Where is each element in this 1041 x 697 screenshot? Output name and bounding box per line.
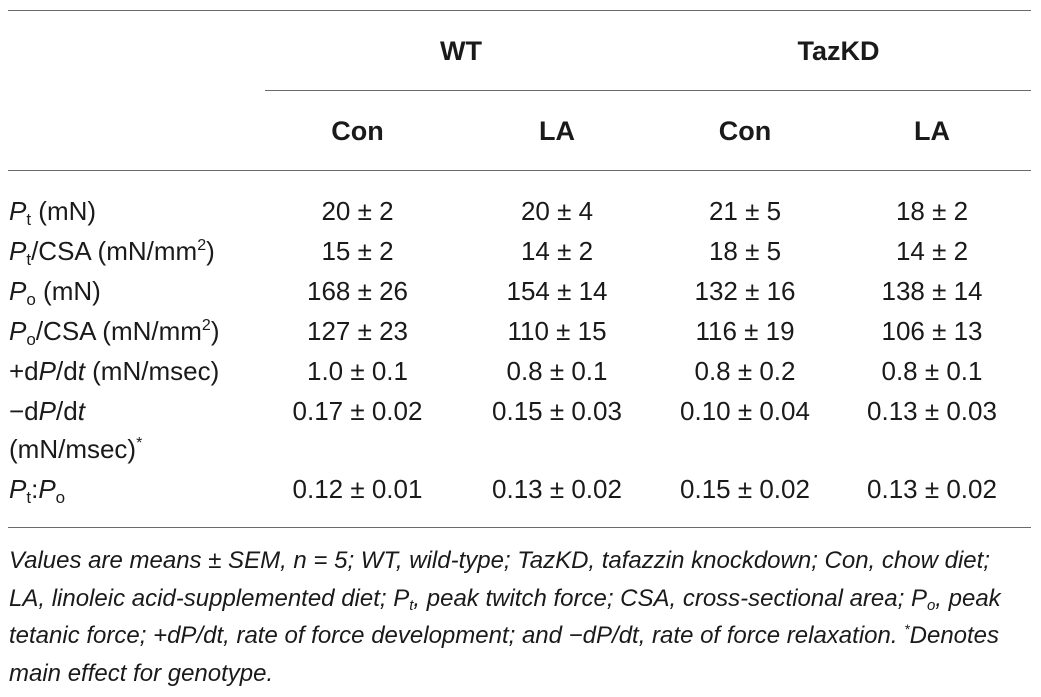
table-cell: 0.15 ± 0.02	[680, 474, 810, 504]
table-cell: 18 ± 5	[708, 236, 782, 266]
table-cell: 132 ± 16	[694, 276, 796, 306]
table-cell: 0.13 ± 0.02	[867, 474, 997, 504]
table-cell: 0.8 ± 0.1	[881, 356, 983, 386]
table-cell: 0.10 ± 0.04	[680, 396, 810, 426]
table-cell: 15 ± 2	[321, 236, 394, 266]
column-header-wt-con: Con	[331, 116, 384, 146]
row-label-minus-dpdt-units: (mN/msec)*	[9, 434, 143, 464]
table-cell: 0.15 ± 0.03	[492, 396, 622, 426]
table-cell: 20 ± 2	[321, 196, 394, 226]
table-cell: 0.13 ± 0.03	[867, 396, 997, 426]
header-bottom-rule	[8, 170, 1031, 171]
group-header-wt: WT	[440, 36, 482, 66]
group-header-tazkd: TazKD	[797, 36, 880, 66]
row-label-plus-dpdt: +dP/dt (mN/msec)	[9, 356, 220, 386]
table-cell: 106 ± 13	[881, 316, 983, 346]
row-label-pt-po-ratio: Pt:Po	[9, 474, 66, 507]
table-footnote: Values are means ± SEM, n = 5; WT, wild-…	[9, 547, 1001, 687]
table-cell: 0.17 ± 0.02	[292, 396, 423, 426]
column-header-wt-la: LA	[539, 116, 575, 146]
table-cell: 0.13 ± 0.02	[492, 474, 622, 504]
table-cell: 14 ± 2	[520, 236, 594, 266]
row-label-pt: Pt (mN)	[9, 196, 97, 229]
row-label-minus-dpdt: −dP/dt	[9, 396, 85, 426]
table-cell: 1.0 ± 0.1	[306, 356, 408, 386]
table-cell: 14 ± 2	[895, 236, 969, 266]
column-header-tazkd-la: LA	[914, 116, 950, 146]
table-cell: 21 ± 5	[708, 196, 782, 226]
table-cell: 168 ± 26	[306, 276, 409, 306]
group-header-rule	[265, 90, 1031, 91]
table-cell: 154 ± 14	[506, 276, 608, 306]
table-cell: 0.8 ± 0.2	[694, 356, 796, 386]
table-top-rule	[8, 10, 1031, 11]
table-cell: 116 ± 19	[695, 316, 795, 346]
table-cell: 127 ± 23	[306, 316, 409, 346]
table-cell: 18 ± 2	[895, 196, 969, 226]
table-cell: 20 ± 4	[520, 196, 594, 226]
table-cell: 110 ± 15	[507, 316, 607, 346]
row-label-po: Po (mN)	[9, 276, 101, 309]
column-header-tazkd-con: Con	[718, 116, 772, 146]
table-cell: 138 ± 14	[881, 276, 983, 306]
table-bottom-rule	[8, 527, 1031, 528]
table-cell: 0.8 ± 0.1	[506, 356, 608, 386]
row-label-po-csa: Po/CSA (mN/mm2)	[9, 316, 220, 349]
row-label-pt-csa: Pt/CSA (mN/mm2)	[9, 236, 215, 269]
table-cell: 0.12 ± 0.01	[292, 474, 423, 504]
